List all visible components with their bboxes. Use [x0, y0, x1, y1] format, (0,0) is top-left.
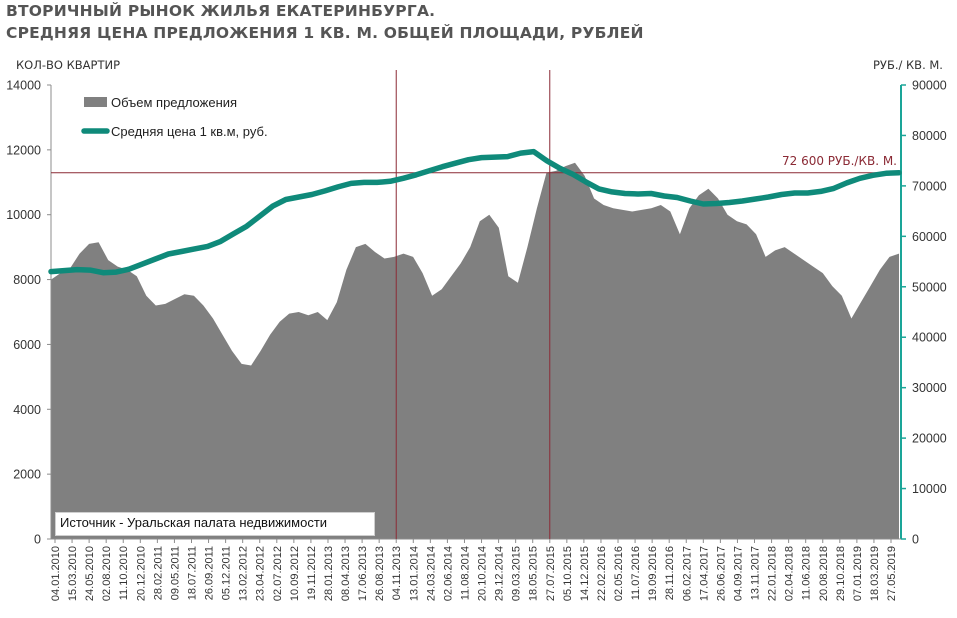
legend-swatch-area [84, 97, 107, 107]
x-axis-tick-label: 02.08.2010 [101, 546, 113, 601]
x-axis-tick-label: 19.11.2012 [306, 546, 318, 600]
x-axis-tick-label: 02.06.2014 [442, 546, 454, 601]
left-axis-tick-label: 10000 [6, 208, 41, 222]
x-axis-tick-label: 27.05.2019 [886, 546, 898, 601]
right-axis-tick-label: 20000 [912, 432, 947, 446]
x-axis-tick-label: 20.12.2010 [135, 546, 147, 601]
x-axis-tick-label: 09.03.2015 [511, 546, 523, 601]
x-axis-tick-label: 22.02.2016 [596, 546, 608, 601]
x-axis-tick-label: 24.03.2014 [425, 546, 437, 601]
left-axis-title: КОЛ-ВО КВАРТИР [16, 58, 121, 72]
x-axis-tick-label: 13.02.2012 [238, 546, 250, 601]
x-axis-tick-label: 05.12.2011 [221, 546, 233, 600]
x-axis-tick-label: 26.09.2011 [204, 546, 216, 600]
x-axis-tick-label: 13.11.2017 [750, 546, 762, 600]
x-axis-tick-label: 26.08.2013 [374, 546, 386, 601]
x-axis-tick-label: 27.07.2015 [545, 546, 557, 601]
left-axis-tick-label: 6000 [13, 338, 41, 352]
legend-label-volume: Объем предложения [111, 95, 237, 110]
left-axis-tick-label: 2000 [13, 468, 41, 482]
x-axis-tick-label: 29.12.2014 [494, 546, 506, 601]
x-axis-tick-label: 06.02.2017 [681, 546, 693, 601]
right-axis-title: РУБ./ КВ. М. [873, 58, 943, 72]
right-axis-tick-label: 80000 [912, 129, 947, 143]
x-axis-tick-label: 13.01.2014 [408, 546, 420, 601]
left-axis-tick-label: 4000 [13, 403, 41, 417]
legend-label-price: Средняя цена 1 кв.м, руб. [111, 124, 268, 139]
avg-price-line [48, 148, 902, 276]
right-axis-tick-label: 10000 [912, 482, 947, 496]
source-box [55, 512, 375, 536]
x-axis-tick-label: 18.03.2019 [869, 546, 881, 601]
x-axis-tick-label: 05.10.2015 [562, 546, 574, 601]
x-axis-tick-label: 19.09.2016 [647, 546, 659, 601]
right-axis-tick-label: 0 [912, 533, 919, 547]
x-axis-tick-label: 10.09.2012 [289, 546, 301, 601]
x-axis-tick-label: 07.01.2019 [852, 546, 864, 601]
x-axis-tick-label: 17.06.2013 [357, 546, 369, 601]
reference-price-label: 72 600 РУБ./КВ. М. [782, 154, 897, 168]
left-axis-tick-label: 0 [34, 533, 41, 547]
x-axis-tick-label: 29.10.2018 [835, 546, 847, 601]
left-axis-tick-label: 8000 [13, 273, 41, 287]
x-axis-tick-label: 04.01.2010 [50, 546, 62, 601]
x-axis-tick-label: 20.10.2014 [477, 546, 489, 601]
right-axis-tick-label: 90000 [912, 79, 947, 93]
x-axis-tick-label: 22.01.2018 [767, 546, 779, 601]
x-axis-tick-label: 02.05.2016 [613, 546, 625, 601]
x-axis-tick-label: 26.06.2017 [715, 546, 727, 601]
x-axis-tick-label: 20.08.2018 [818, 546, 830, 601]
left-axis-tick-label: 14000 [6, 79, 41, 93]
offer-volume-area [51, 162, 899, 540]
x-axis-tick-label: 04.11.2013 [391, 546, 403, 600]
x-axis-tick-label: 09.05.2011 [169, 546, 181, 600]
right-axis-tick-label: 50000 [912, 280, 947, 294]
right-axis-tick-label: 70000 [912, 179, 947, 193]
chart-title-line-2: СРЕДНЯЯ ЦЕНА ПРЕДЛОЖЕНИЯ 1 КВ. М. ОБЩЕЙ … [6, 24, 644, 42]
x-axis-tick-label: 02.07.2012 [272, 546, 284, 601]
x-axis-tick-label: 24.05.2010 [84, 546, 96, 601]
x-axis-tick-label: 15.03.2010 [67, 546, 79, 601]
legend: Объем предложения Средняя цена 1 кв.м, ру… [81, 95, 268, 139]
chart-title-line-1: ВТОРИЧНЫЙ РЫНОК ЖИЛЬЯ ЕКАТЕРИНБУРГА. [6, 2, 436, 20]
x-axis-tick-label: 11.06.2018 [801, 546, 813, 600]
x-axis-tick-label: 14.12.2015 [579, 546, 591, 601]
x-axis-tick-label: 18.05.2015 [528, 546, 540, 601]
source-note: Источник - Уральская палата недвижимости [60, 515, 328, 530]
x-axis-tick-label: 17.04.2017 [698, 546, 710, 601]
x-axis-tick-label: 04.09.2017 [732, 546, 744, 601]
right-axis-tick-label: 40000 [912, 331, 947, 345]
right-axis-tick-label: 60000 [912, 230, 947, 244]
x-axis-tick-label: 11.10.2010 [118, 546, 130, 600]
x-axis-tick-label: 18.07.2011 [187, 546, 199, 600]
x-axis-tick-label: 08.04.2013 [340, 546, 352, 601]
x-axis-tick-label: 28.02.2011 [152, 546, 164, 600]
x-axis-tick-label: 11.07.2016 [630, 546, 642, 600]
x-axis-tick-label: 11.08.2014 [460, 546, 472, 600]
x-axis-tick-label: 02.04.2018 [784, 546, 796, 601]
x-axis-tick-label: 28.01.2013 [323, 546, 335, 601]
left-axis-tick-label: 12000 [6, 143, 41, 157]
right-axis-tick-label: 30000 [912, 381, 947, 395]
x-axis-tick-label: 23.04.2012 [255, 546, 267, 601]
x-axis-tick-label: 28.11.2016 [664, 546, 676, 600]
